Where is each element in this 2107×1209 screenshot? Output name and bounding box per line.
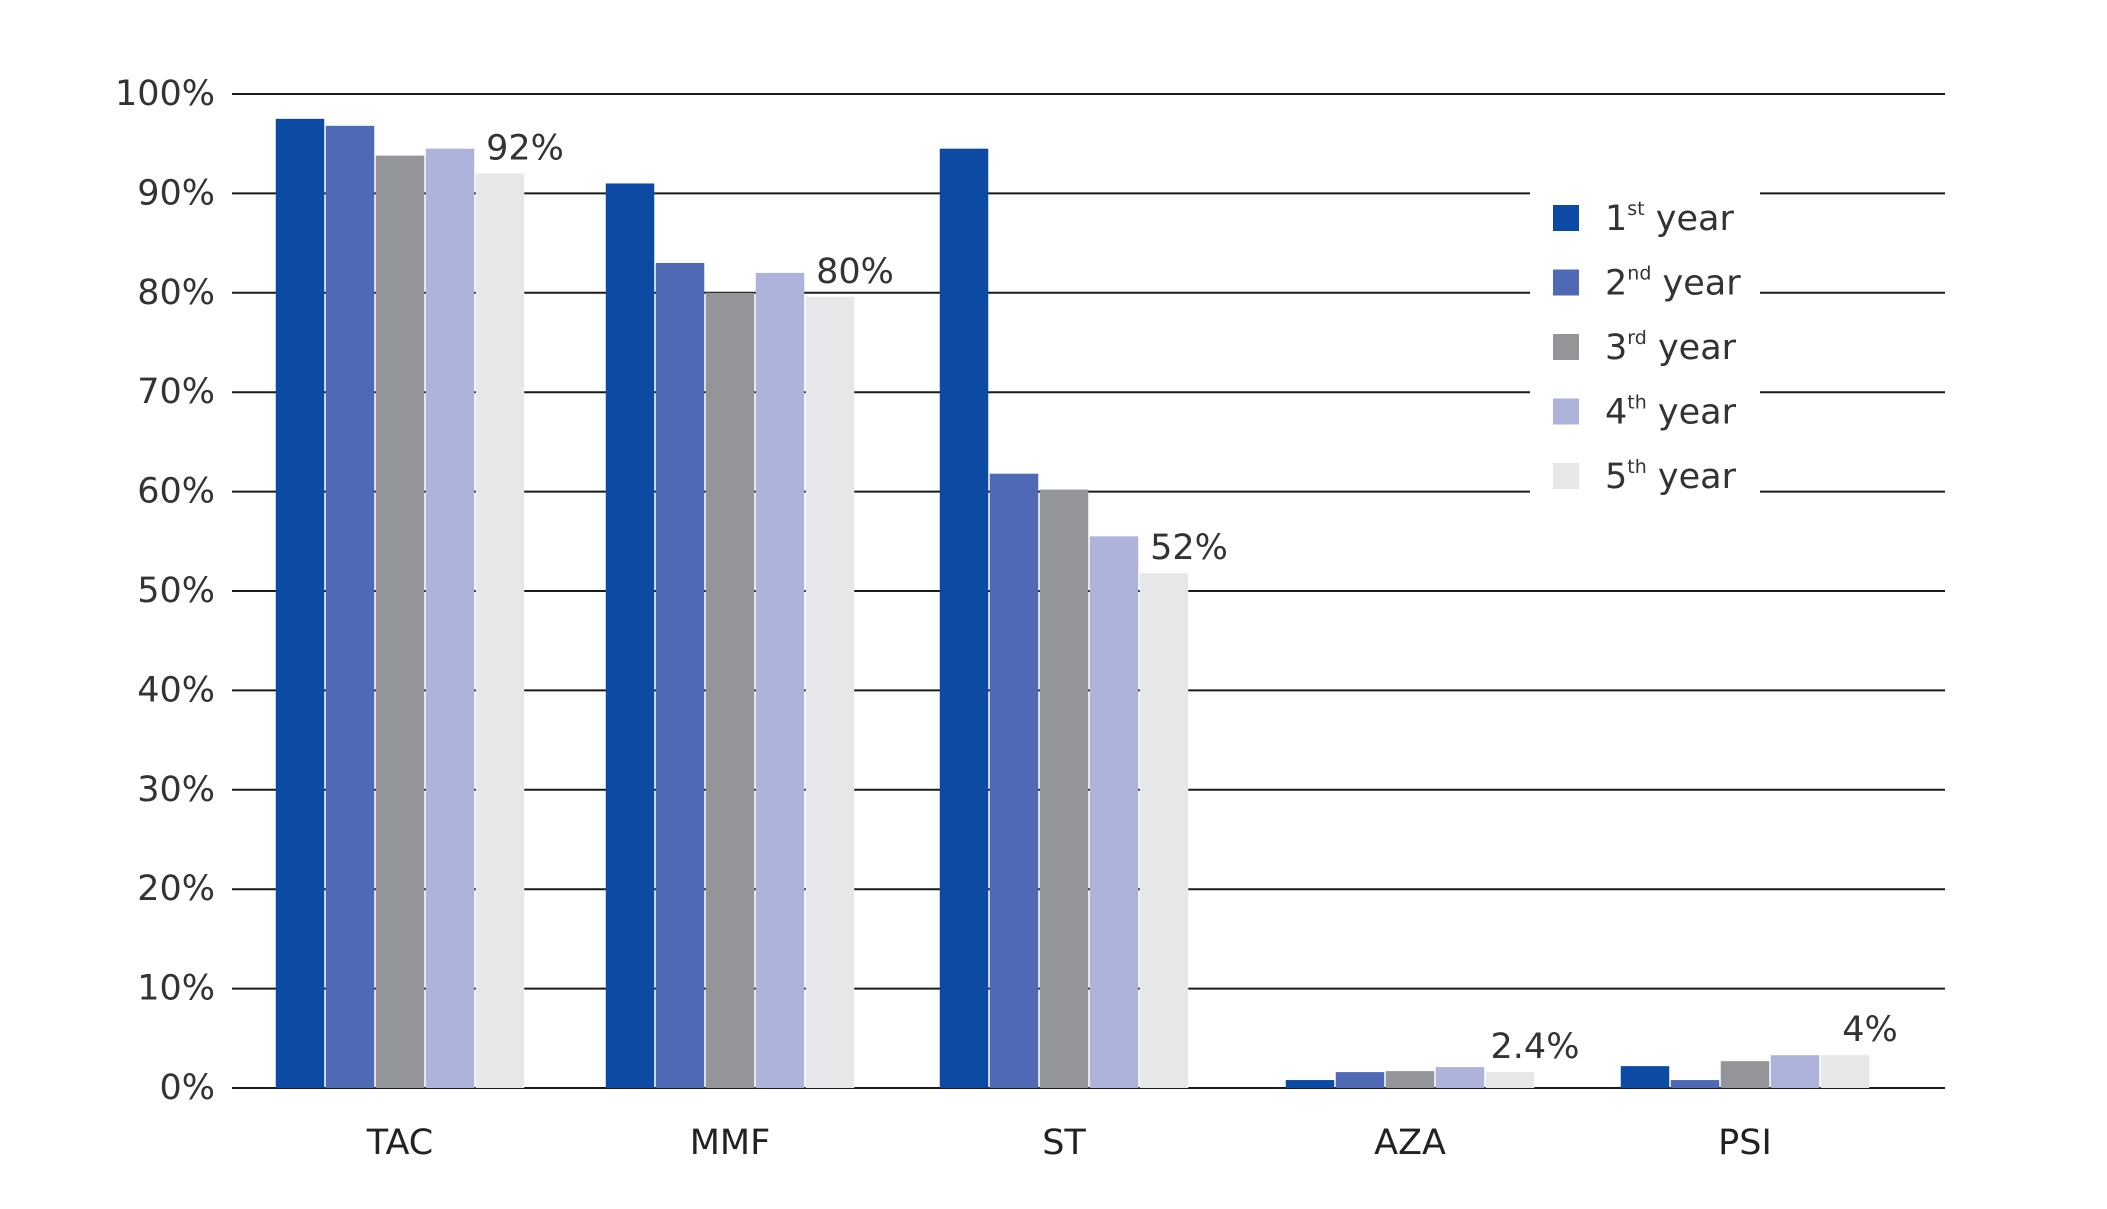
bar-tac-series-3 [375,155,425,1089]
data-label-tac: 92% [486,129,564,169]
y-tick-label: 50% [137,571,215,611]
y-tick-label: 20% [137,869,215,909]
bars [275,118,1870,1089]
legend-label-1: 1st year [1605,198,1734,239]
legend-swatch-1 [1553,205,1579,231]
bar-mmf-series-3 [705,292,755,1088]
y-tick-label: 10% [137,969,215,1009]
bar-psi-series-1 [1620,1066,1670,1088]
legend-label-5: 5th year [1605,456,1737,497]
data-label-st: 52% [1150,528,1228,568]
labels: 0% 10% 20% 30% 40% 50% 60% 70% 80% 90% 100% 92% TAC 8… [115,74,1898,1163]
bar-mmf-series-1 [605,183,655,1088]
bar-psi-series-2 [1670,1080,1720,1088]
bar-st-series-1 [939,148,989,1089]
bar-psi-series-5 [1820,1055,1870,1088]
bar-tac-series-4 [425,148,475,1089]
y-tick-label: 40% [137,670,215,710]
bar-psi-series-3 [1720,1061,1770,1088]
bar-st-series-2 [989,473,1039,1088]
data-label-psi: 4% [1842,1010,1898,1050]
legend-label-3: 3rd year [1605,327,1737,368]
y-tick-label: 70% [137,372,215,412]
legend-label-2: 2nd year [1605,263,1741,304]
bar-st-series-3 [1039,489,1089,1088]
legend: 1st year 2nd year 3rd year 4th year 5th year [1530,180,1760,498]
category-label-aza: AZA [1374,1123,1446,1163]
y-tick-label: 90% [137,173,215,213]
legend-label-4: 4th year [1605,392,1737,433]
legend-swatch-2 [1553,269,1579,296]
y-tick-label: 80% [137,273,215,313]
data-label-aza: 2.4% [1491,1027,1580,1067]
legend-swatch-3 [1553,334,1579,360]
bar-aza-series-2 [1335,1072,1385,1088]
legend-swatch-5 [1553,463,1579,489]
bar-mmf-series-5 [805,296,855,1088]
y-tick-label: 60% [137,472,215,512]
bar-tac-series-5 [475,173,525,1088]
bar-st-series-5 [1139,573,1189,1088]
bar-mmf-series-2 [655,262,705,1089]
bar-aza-series-5 [1485,1072,1535,1088]
bar-tac-series-2 [325,125,375,1089]
data-label-mmf: 80% [816,252,894,292]
category-label-tac: TAC [366,1123,433,1163]
y-tick-label: 0% [159,1068,215,1108]
legend-swatch-4 [1553,398,1579,425]
bar-mmf-series-4 [755,272,805,1088]
category-label-psi: PSI [1718,1123,1772,1163]
category-label-mmf: MMF [690,1123,771,1163]
bar-aza-series-3 [1385,1071,1435,1088]
bar-tac-series-1 [275,118,325,1089]
bar-st-series-4 [1089,536,1139,1088]
y-tick-label: 100% [115,74,215,114]
bar-psi-series-4 [1770,1055,1820,1088]
category-label-st: ST [1042,1123,1086,1163]
bar-aza-series-4 [1435,1067,1485,1088]
y-tick-label: 30% [137,770,215,810]
bar-aza-series-1 [1285,1080,1335,1088]
